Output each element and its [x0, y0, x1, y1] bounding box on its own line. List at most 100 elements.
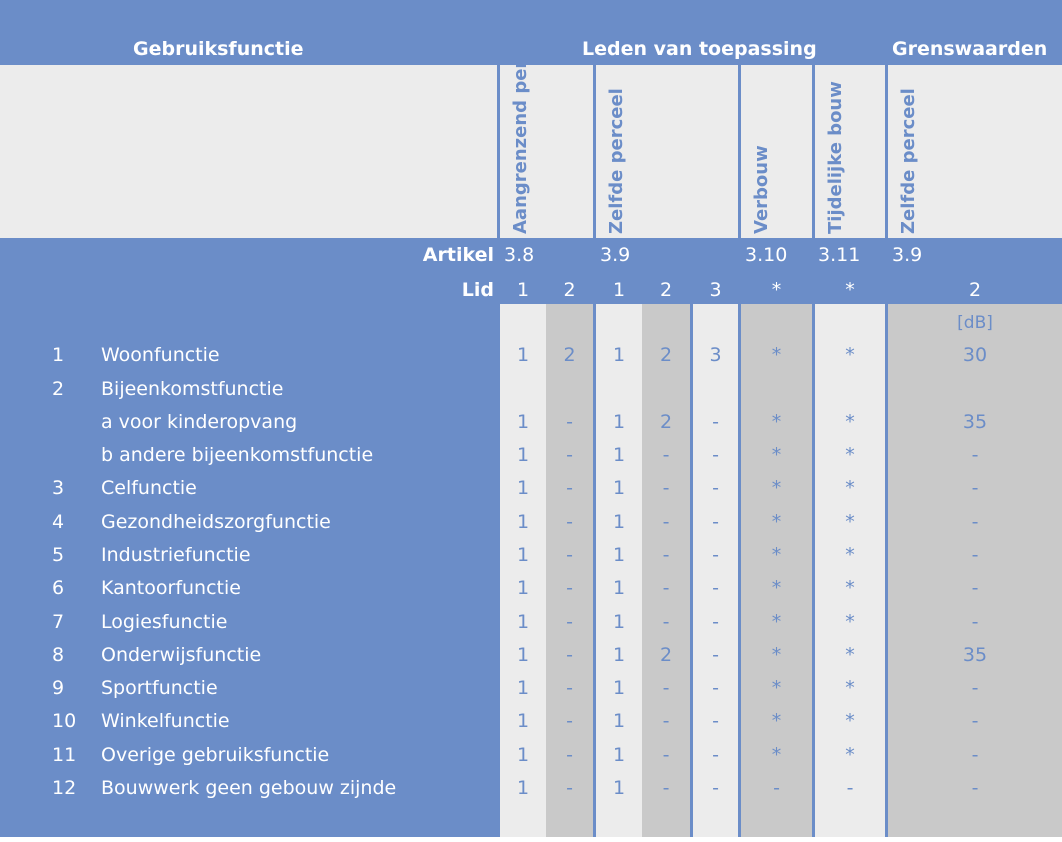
artikel-value: 3.8 [504, 244, 535, 266]
table-cell: 1 [516, 444, 530, 466]
table-cell: - [971, 611, 979, 633]
row-name: Onderwijsfunctie [101, 644, 262, 666]
lid-value: 1 [612, 279, 626, 301]
table-cell: * [845, 710, 855, 732]
row-number: 5 [52, 544, 65, 566]
table-cell: - [971, 710, 979, 732]
table-cell: - [662, 777, 670, 799]
column-divider [593, 65, 596, 238]
row-name: Bijeenkomstfunctie [101, 378, 284, 400]
table-cell: - [712, 411, 719, 433]
table-cell: - [971, 544, 979, 566]
row-number: 7 [52, 611, 65, 633]
table-cell: * [771, 710, 782, 732]
row-number: 2 [52, 378, 65, 400]
table-cell: - [971, 744, 979, 766]
lid-value: 2 [968, 279, 982, 301]
table-cell: 1 [516, 477, 530, 499]
header-leden: Leden van toepassing [582, 38, 817, 60]
table-cell: 1 [516, 611, 530, 633]
table-cell: - [566, 544, 573, 566]
table-cell: - [566, 644, 573, 666]
row-number: 10 [52, 710, 77, 732]
table-cell: - [712, 677, 719, 699]
table-cell: * [845, 577, 855, 599]
table-cell: * [845, 411, 855, 433]
table-cell: 1 [612, 777, 626, 799]
label-clip: Zelfde perceel [596, 65, 738, 235]
data-column [596, 304, 642, 837]
table-cell: - [712, 477, 719, 499]
table-cell: * [771, 677, 782, 699]
table-cell: - [662, 577, 670, 599]
table-cell: - [971, 777, 979, 799]
unit-label: [dB] [957, 313, 993, 333]
row-name: a voor kinderopvang [101, 411, 298, 433]
lid-value: 2 [563, 279, 576, 301]
column-label-zelfde-perceel: Zelfde perceel [606, 88, 627, 234]
table-cell: 1 [612, 544, 626, 566]
row-name: b andere bijeenkomstfunctie [101, 444, 374, 466]
table-cell: - [971, 577, 979, 599]
table-cell: * [845, 611, 855, 633]
table-cell: - [662, 611, 670, 633]
table-cell: - [566, 777, 573, 799]
table-cell: - [566, 477, 573, 499]
row-number: 12 [52, 777, 77, 799]
table-cell: 35 [962, 644, 988, 666]
table-cell: * [771, 644, 782, 666]
table-cell: 30 [962, 344, 988, 366]
table-cell: 1 [612, 744, 626, 766]
header-gebruiksfunctie: Gebruiksfunctie [133, 38, 304, 60]
table-cell: - [566, 444, 573, 466]
label-clip: Aangrenzend perceel [500, 65, 593, 235]
label-clip: Tijdelijke bouw [815, 65, 885, 235]
row-number: 8 [52, 644, 65, 666]
table-cell: * [771, 744, 782, 766]
table-cell: * [771, 444, 782, 466]
table-cell: * [845, 477, 855, 499]
lid-value: 1 [516, 279, 530, 301]
artikel-value: 3.10 [745, 244, 788, 266]
table-cell: - [662, 477, 670, 499]
table-cell: * [771, 344, 782, 366]
table-cell: * [771, 411, 782, 433]
table-cell: 2 [659, 411, 673, 433]
table-cell: - [712, 444, 719, 466]
data-column [741, 304, 812, 837]
artikel-value: 3.11 [818, 244, 861, 266]
column-label-grens-zelfde-perceel: Zelfde perceel [898, 88, 919, 234]
table-cell: 2 [659, 644, 673, 666]
row-number: 3 [52, 477, 65, 499]
table-cell: - [712, 744, 719, 766]
column-divider [497, 65, 500, 238]
table-cell: - [712, 644, 719, 666]
row-name: Woonfunctie [101, 344, 220, 366]
table-cell: 1 [516, 411, 530, 433]
table-cell: * [845, 744, 855, 766]
table-cell: 1 [516, 744, 530, 766]
table-cell: * [845, 644, 855, 666]
column-divider [738, 65, 741, 238]
table-cell: - [712, 511, 719, 533]
table-cell: 1 [516, 344, 530, 366]
lid-label: Lid [461, 279, 494, 301]
row-name: Celfunctie [101, 477, 197, 499]
table-cell: - [566, 411, 573, 433]
table-cell: * [771, 611, 782, 633]
data-column [815, 304, 885, 837]
artikel-value: 3.9 [892, 244, 923, 266]
table-cell: 2 [563, 344, 576, 366]
row-number: 1 [52, 344, 65, 366]
row-name: Kantoorfunctie [101, 577, 241, 599]
lid-value: 3 [709, 279, 722, 301]
table-cell: - [712, 611, 719, 633]
table-cell: 1 [516, 577, 530, 599]
table-cell: - [566, 511, 573, 533]
table-cell: - [662, 444, 670, 466]
lid-value: * [771, 279, 782, 301]
table-cell: * [845, 344, 855, 366]
table-cell: * [771, 577, 782, 599]
table-cell: 1 [612, 477, 626, 499]
